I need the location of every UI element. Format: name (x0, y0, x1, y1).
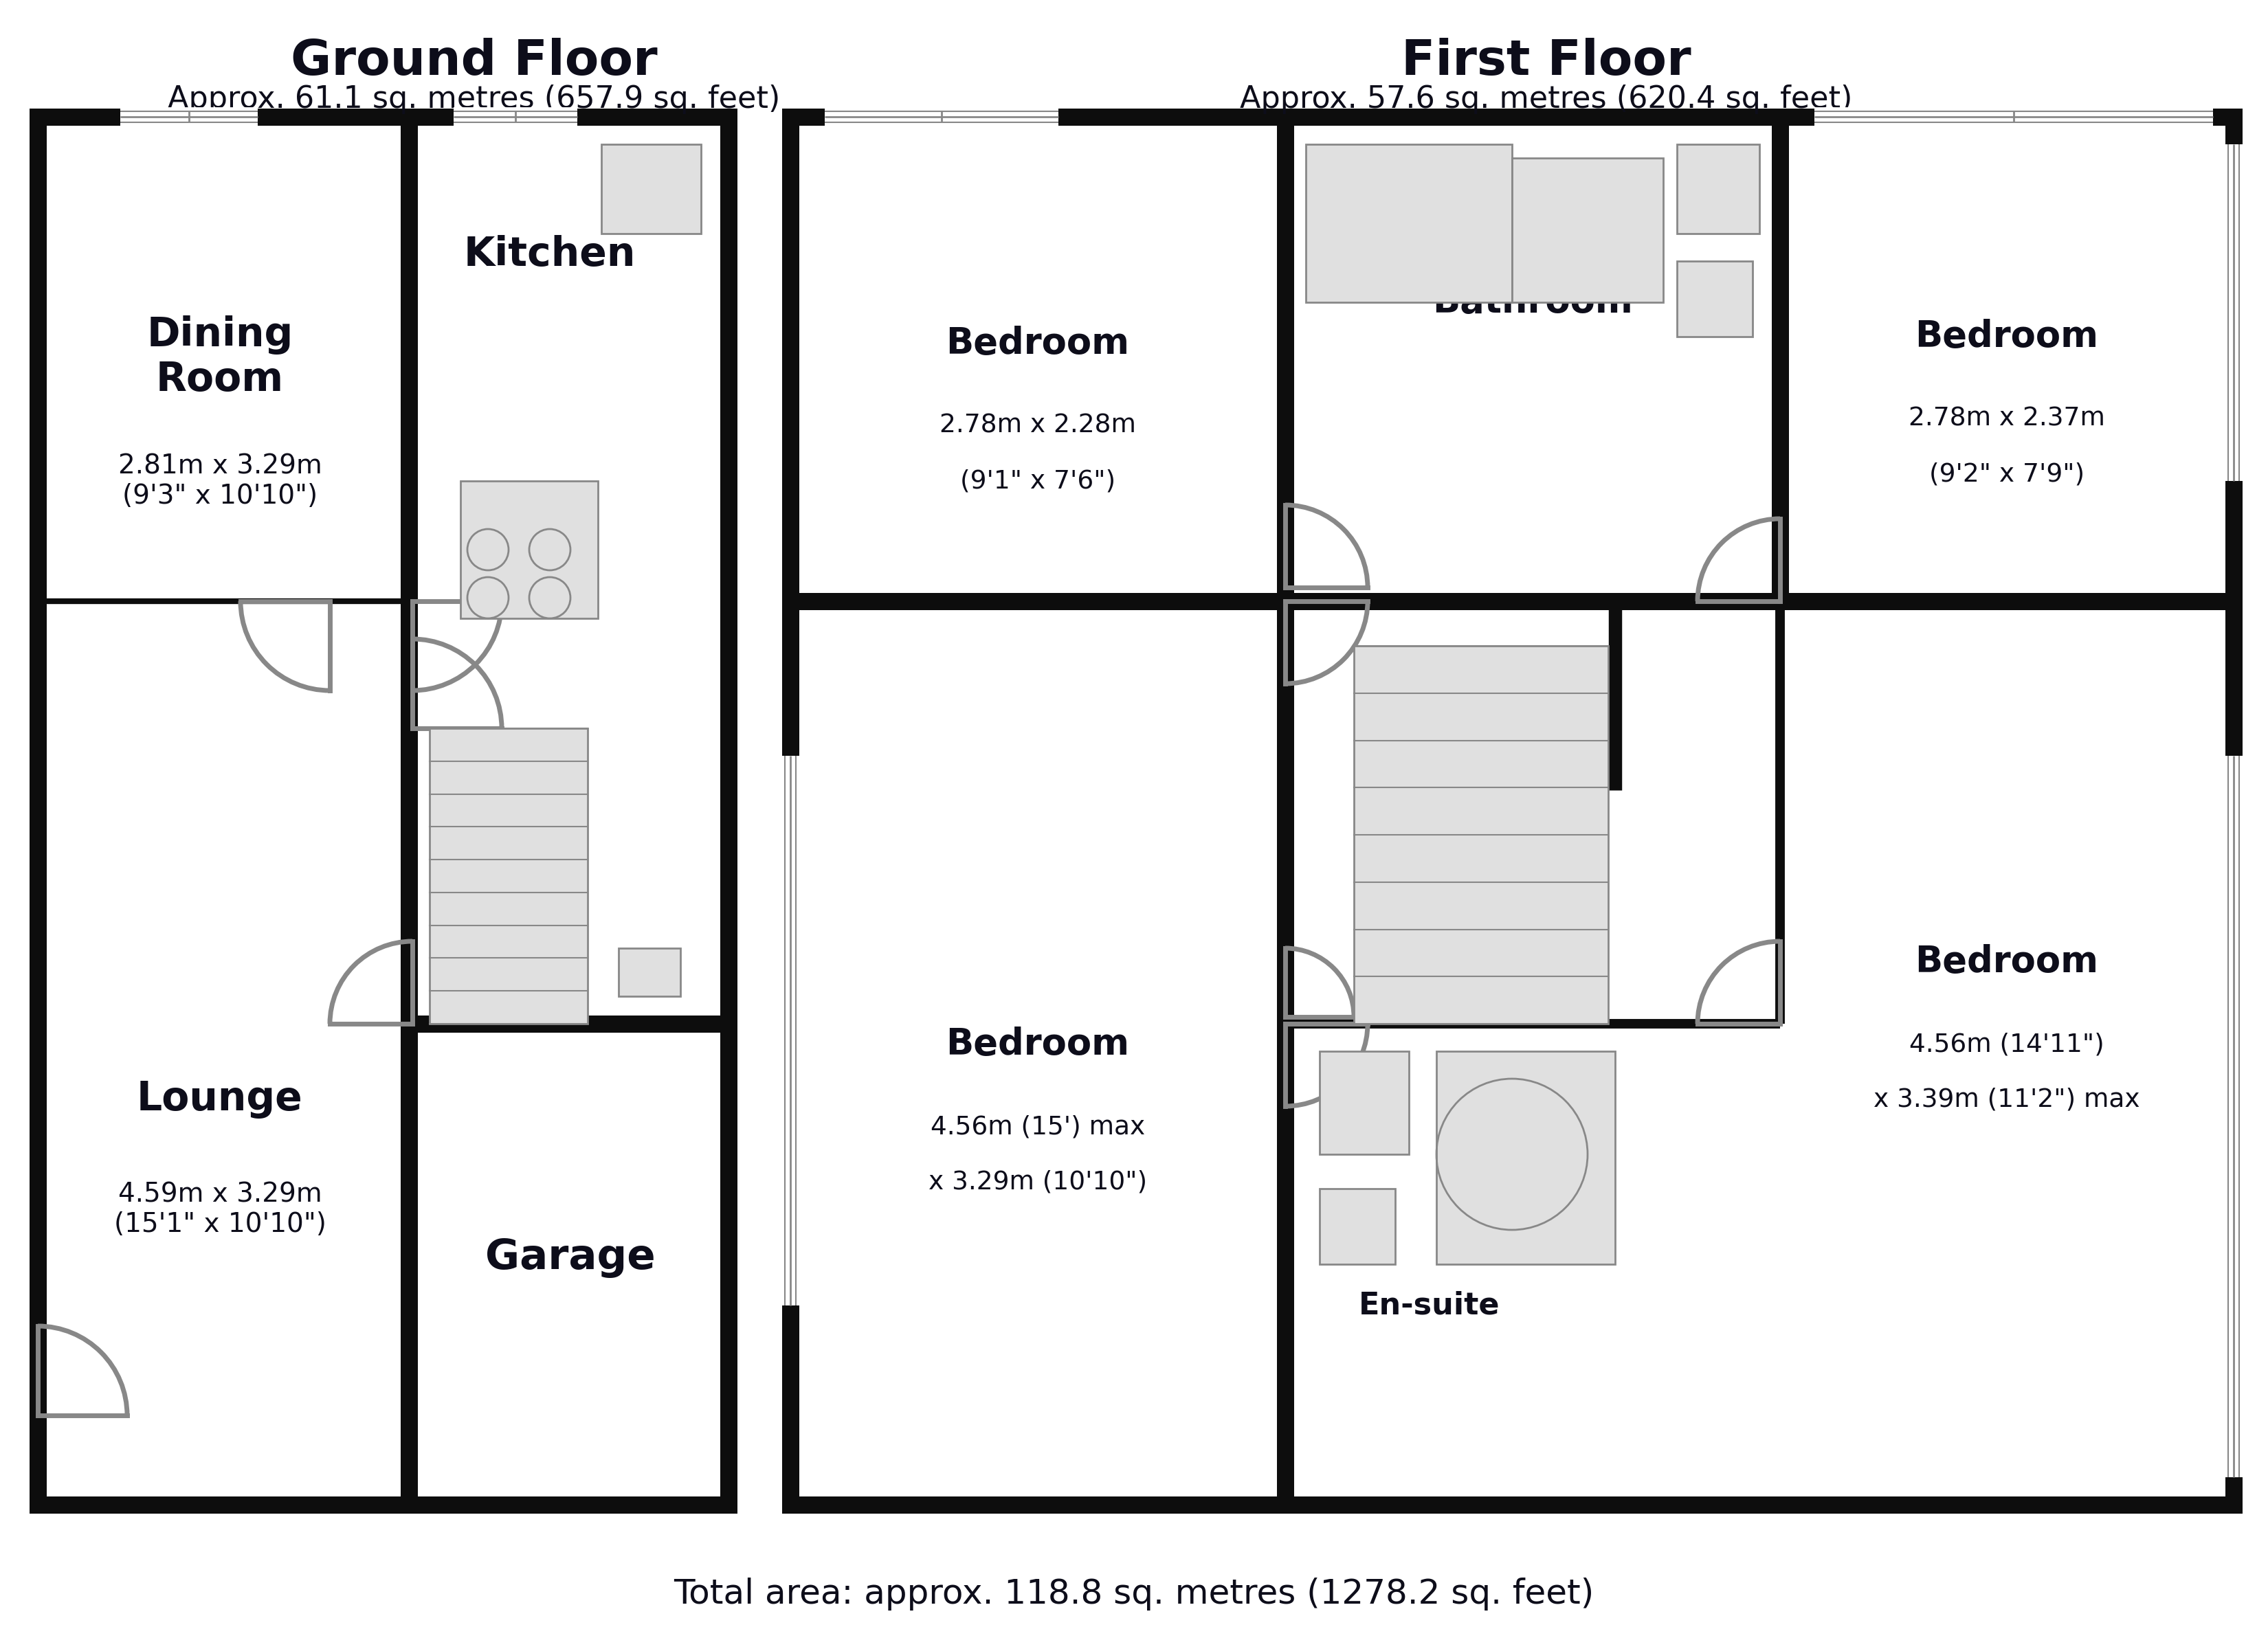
Text: 4.56m (15') max: 4.56m (15') max (930, 1115, 1145, 1139)
Text: Dining
Room: Dining Room (147, 315, 293, 399)
Bar (789, 602, 1286, 1504)
Bar (39, 117, 408, 1504)
Text: First Floor: First Floor (1402, 38, 1692, 86)
Bar (408, 117, 728, 1024)
Text: 2.78m x 2.28m: 2.78m x 2.28m (939, 414, 1136, 439)
Bar (1780, 117, 2234, 602)
Text: Ground Floor: Ground Floor (290, 38, 658, 86)
Text: Bedroom: Bedroom (1914, 318, 2098, 355)
Text: En-suite: En-suite (1359, 1291, 1499, 1321)
Bar (460, 482, 599, 618)
Text: Approx. 61.1 sq. metres (657.9 sq. feet): Approx. 61.1 sq. metres (657.9 sq. feet) (168, 84, 780, 114)
Text: 4.59m x 3.29m
(15'1" x 10'10"): 4.59m x 3.29m (15'1" x 10'10") (113, 1181, 327, 1237)
Text: Approx. 57.6 sq. metres (620.4 sq. feet): Approx. 57.6 sq. metres (620.4 sq. feet) (1241, 84, 1853, 114)
Bar (619, 948, 680, 996)
Bar (1320, 1052, 1408, 1154)
Text: x 3.39m (11'2") max: x 3.39m (11'2") max (1873, 1087, 2141, 1111)
Text: (9'1" x 7'6"): (9'1" x 7'6") (959, 468, 1116, 493)
Bar (1676, 261, 1753, 336)
Bar (429, 729, 587, 1024)
Text: Bathroom: Bathroom (1433, 284, 1633, 320)
Bar (1320, 1189, 1395, 1265)
Bar (1436, 1052, 1615, 1265)
Text: Lounge: Lounge (136, 1080, 304, 1120)
Text: Total area: approx. 118.8 sq. metres (1278.2 sq. feet): Total area: approx. 118.8 sq. metres (12… (674, 1578, 1594, 1611)
Bar (408, 1024, 728, 1504)
Text: 2.81m x 3.29m
(9'3" x 10'10"): 2.81m x 3.29m (9'3" x 10'10") (118, 453, 322, 510)
Bar (789, 117, 1286, 602)
Text: Garage: Garage (485, 1237, 655, 1278)
Bar (601, 143, 701, 234)
Bar (1306, 143, 1513, 302)
Text: 2.78m x 2.37m: 2.78m x 2.37m (1910, 407, 2105, 432)
Bar (1354, 646, 1608, 1024)
Bar (1676, 143, 1760, 234)
Bar (1286, 602, 2234, 1504)
Bar (1286, 117, 1780, 602)
Text: 4.56m (14'11"): 4.56m (14'11") (1910, 1032, 2105, 1057)
Text: Bedroom: Bedroom (946, 1026, 1129, 1062)
Text: Bedroom: Bedroom (1914, 943, 2098, 980)
Text: Bedroom: Bedroom (946, 325, 1129, 361)
Text: x 3.29m (10'10"): x 3.29m (10'10") (928, 1169, 1148, 1194)
Text: (9'2" x 7'9"): (9'2" x 7'9") (1930, 462, 2084, 486)
Bar (1513, 158, 1662, 302)
Text: Kitchen: Kitchen (463, 234, 635, 274)
